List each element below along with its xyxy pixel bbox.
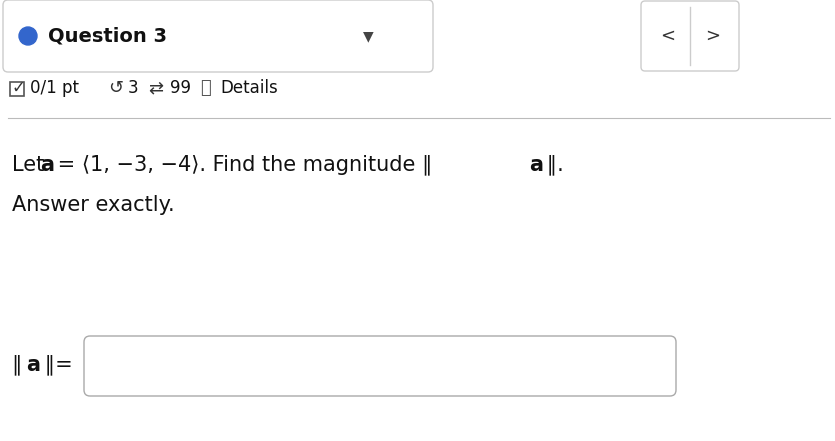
Text: = ⟨1, −3, −4⟩. Find the magnitude ∥: = ⟨1, −3, −4⟩. Find the magnitude ∥	[51, 155, 439, 176]
Text: <: <	[660, 27, 675, 45]
Text: 99: 99	[170, 79, 191, 97]
Text: ∥: ∥	[12, 355, 29, 375]
FancyBboxPatch shape	[3, 0, 433, 72]
Text: a: a	[529, 155, 543, 175]
Text: ↺: ↺	[108, 79, 123, 97]
Text: ⇄: ⇄	[148, 79, 163, 97]
Text: ✓: ✓	[12, 79, 26, 97]
Text: Question 3: Question 3	[48, 26, 167, 45]
Circle shape	[19, 27, 37, 45]
Text: Let: Let	[12, 155, 51, 175]
FancyBboxPatch shape	[84, 336, 676, 396]
Text: Answer exactly.: Answer exactly.	[12, 195, 175, 215]
Text: ▼: ▼	[362, 29, 373, 43]
Text: a: a	[26, 355, 40, 375]
Text: ⓘ: ⓘ	[200, 79, 210, 97]
Text: >: >	[705, 27, 720, 45]
Text: 0/1 pt: 0/1 pt	[30, 79, 79, 97]
Text: Details: Details	[220, 79, 278, 97]
FancyBboxPatch shape	[641, 1, 739, 71]
Text: ∥=: ∥=	[38, 355, 73, 375]
Text: a: a	[40, 155, 54, 175]
Text: ∥.: ∥.	[540, 155, 564, 176]
Text: 3: 3	[128, 79, 139, 97]
